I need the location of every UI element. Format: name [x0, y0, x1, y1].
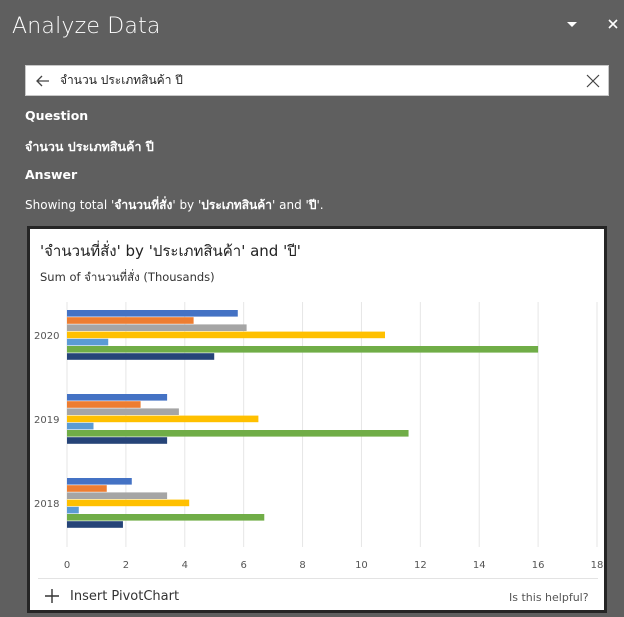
bar — [67, 430, 409, 437]
bar — [67, 514, 265, 521]
answer-heading: Answer — [25, 167, 78, 182]
bar — [67, 338, 109, 346]
bar — [67, 310, 238, 317]
bar — [67, 492, 168, 499]
answer-prefix: Showing total ' — [25, 198, 115, 212]
back-arrow-icon — [36, 75, 49, 87]
bar — [67, 506, 79, 514]
x-tick-label: 6 — [240, 560, 246, 571]
x-tick-label: 10 — [355, 560, 368, 571]
bar — [67, 437, 168, 444]
answer-dimension-2: ปี — [308, 198, 317, 212]
x-tick-label: 16 — [532, 560, 545, 571]
y-tick-label: 2020 — [34, 331, 59, 342]
answer-measure: จำนวนที่สั่ง — [114, 198, 173, 212]
bar — [67, 478, 132, 485]
back-button[interactable] — [34, 72, 52, 90]
x-tick-label: 14 — [473, 560, 486, 571]
chart-title: 'จำนวนที่สั่ง' by 'ประเภทสินค้า' and 'ปี… — [40, 242, 301, 260]
question-text: จำนวน ประเภทสินค้า ปี — [25, 139, 154, 154]
bar — [67, 499, 190, 507]
caret-down-icon — [567, 22, 577, 27]
x-tick-label: 12 — [414, 560, 427, 571]
bar — [67, 324, 247, 331]
answer-dimension-1: ประเภทสินค้า — [201, 198, 273, 212]
pane-title: Analyze Data — [12, 14, 161, 39]
bar — [67, 346, 539, 353]
insert-pivotchart-label: Insert PivotChart — [70, 589, 180, 604]
answer-description: Showing total 'จำนวนที่สั่ง' by 'ประเภทส… — [25, 196, 324, 215]
x-tick-label: 8 — [299, 560, 305, 571]
x-tick-label: 18 — [591, 560, 604, 571]
answer-by: ' by ' — [172, 198, 202, 212]
task-pane-options-button[interactable] — [562, 14, 582, 34]
answer-and: ' and ' — [272, 198, 309, 212]
close-pane-button[interactable] — [603, 14, 623, 34]
is-this-helpful-link[interactable]: Is this helpful? — [509, 591, 589, 604]
bar — [67, 408, 179, 415]
x-tick-label: 4 — [182, 560, 188, 571]
y-tick-label: 2019 — [34, 415, 59, 426]
question-heading: Question — [25, 108, 89, 123]
y-tick-label: 2018 — [34, 499, 59, 510]
insight-card[interactable]: 'จำนวนที่สั่ง' by 'ประเภทสินค้า' and 'ปี… — [27, 226, 607, 613]
bar — [67, 422, 94, 430]
clear-search-button[interactable] — [584, 72, 602, 90]
card-divider — [38, 578, 598, 579]
bar — [67, 415, 259, 423]
x-tick-label: 0 — [64, 560, 70, 571]
bar — [67, 394, 168, 401]
bar-chart: 0 2 4 6 8 10 12 14 16 18 2020 2019 2018 — [34, 302, 604, 571]
close-icon — [608, 19, 618, 29]
plus-icon — [45, 589, 59, 603]
question-search-box[interactable] — [25, 65, 609, 96]
x-tick-label: 2 — [123, 560, 129, 571]
bar — [67, 331, 385, 339]
bar — [67, 401, 141, 408]
bar — [67, 353, 215, 360]
answer-suffix: '. — [316, 198, 324, 212]
search-input[interactable] — [60, 68, 570, 93]
title-bar: Analyze Data — [0, 0, 624, 56]
chart-subtitle: Sum of จำนวนที่สั่ง (Thousands) — [40, 270, 215, 284]
bar — [67, 485, 107, 492]
close-icon — [586, 74, 600, 88]
bar — [67, 521, 123, 528]
bar — [67, 317, 194, 324]
